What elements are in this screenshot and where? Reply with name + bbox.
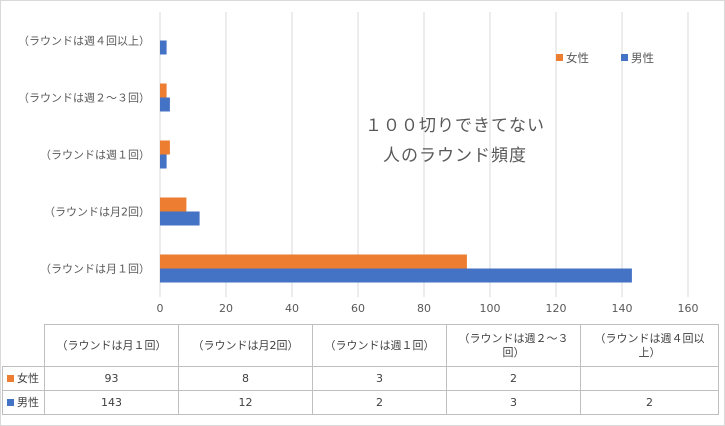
x-tick-label: 120 — [546, 302, 567, 315]
x-tick-label: 20 — [219, 302, 233, 315]
legend-swatch — [621, 54, 628, 61]
x-tick-labels: 0 20 40 60 80 100 120 140 160 — [157, 302, 699, 315]
bar-female — [160, 197, 187, 212]
x-tick-label: 60 — [351, 302, 365, 315]
table-series-cell: 女性 — [2, 366, 45, 391]
data-table: （ラウンドは月１回） （ラウンドは月2回） （ラウンドは週１回） （ラウンドは週２～３… — [2, 324, 719, 415]
annotation-line-2: 人のラウンド頻度 — [383, 146, 527, 166]
table-value-cell: 3 — [312, 366, 447, 391]
legend-key-swatch — [7, 399, 14, 406]
bar-male — [160, 268, 632, 283]
table-row: 男性 143 12 2 3 2 — [2, 390, 719, 415]
table-header-cell: （ラウンドは月１回） — [44, 324, 179, 367]
legend-key-swatch — [7, 375, 14, 382]
x-tick-label: 0 — [157, 302, 164, 315]
table-corner — [2, 324, 45, 367]
bar-male — [160, 211, 200, 226]
bar-male — [160, 97, 170, 112]
table-value-cell: 143 — [44, 390, 179, 415]
category-label: （ラウンドは週４回以上） — [18, 35, 150, 48]
table-value-cell: 3 — [446, 390, 581, 415]
table-header-cell: （ラウンドは月2回） — [178, 324, 313, 367]
x-tick-label: 40 — [285, 302, 299, 315]
table-value-cell: 2 — [580, 390, 719, 415]
x-tick-label: 160 — [678, 302, 699, 315]
x-tick-label: 140 — [612, 302, 633, 315]
legend-label: 男性 — [631, 51, 654, 65]
category-label: （ラウンドは月2回） — [44, 206, 150, 219]
table-header-cell: （ラウンドは週２～３ 回） — [446, 324, 581, 367]
bar-female — [160, 83, 167, 98]
legend: 女性 男性 — [556, 51, 654, 65]
table-header-cell: （ラウンドは週４回以 上） — [580, 324, 719, 367]
table-value-cell: 2 — [312, 390, 447, 415]
category-label: （ラウンドは月１回） — [40, 263, 150, 276]
category-label: （ラウンドは週２～３回） — [18, 92, 150, 105]
annotation-line-1: １００切りできてない — [365, 116, 545, 136]
category-label: （ラウンドは週１回） — [40, 149, 150, 162]
table-value-cell — [580, 366, 719, 391]
bar-female — [160, 140, 170, 155]
bar-male — [160, 40, 167, 55]
table-header-cell: （ラウンドは週１回） — [312, 324, 447, 367]
category-labels: （ラウンドは月１回） （ラウンドは月2回） （ラウンドは週１回） （ラウンドは週２～３… — [18, 35, 150, 276]
x-tick-label: 100 — [480, 302, 501, 315]
table-value-cell: 8 — [178, 366, 313, 391]
legend-label: 女性 — [566, 51, 589, 65]
table-value-cell: 2 — [446, 366, 581, 391]
table-series-cell: 男性 — [2, 390, 45, 415]
bar-male — [160, 154, 167, 169]
x-tick-label: 80 — [417, 302, 431, 315]
table-row: 女性 93 8 3 2 — [2, 366, 719, 391]
legend-swatch — [556, 54, 563, 61]
bars — [160, 40, 632, 283]
table-value-cell: 12 — [178, 390, 313, 415]
table-value-cell: 93 — [44, 366, 179, 391]
bar-female — [160, 254, 467, 269]
